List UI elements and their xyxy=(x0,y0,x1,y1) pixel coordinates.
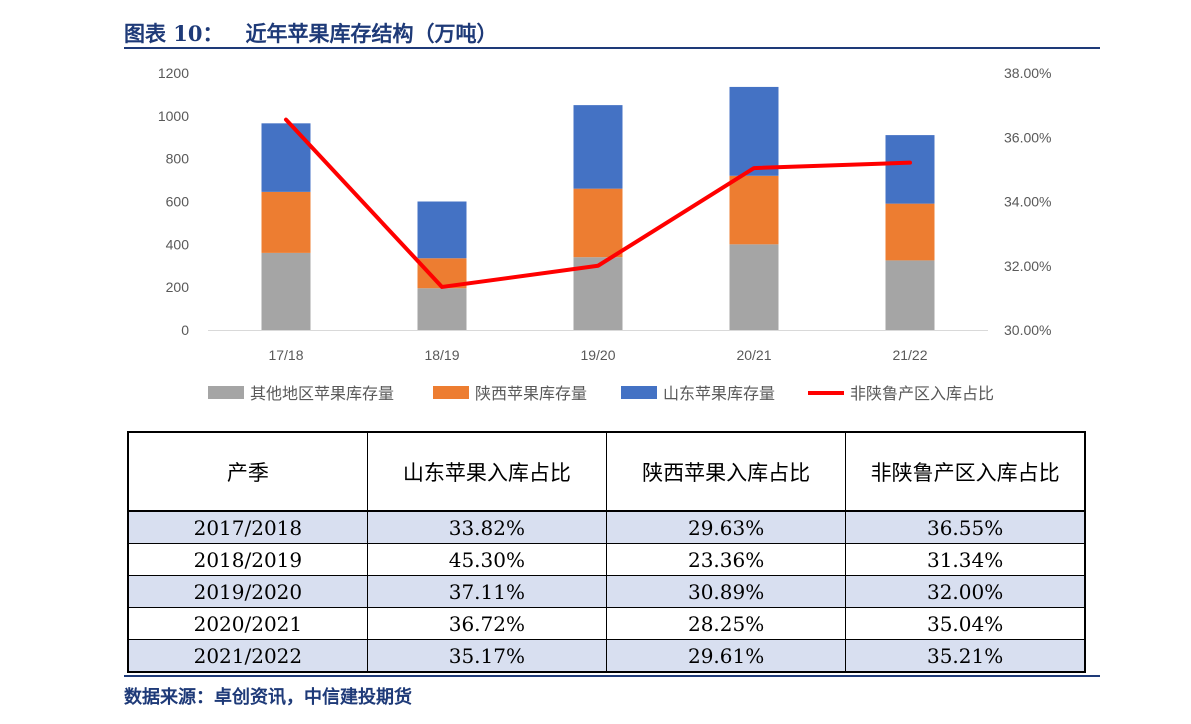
right-axis-tick-label: 36.00% xyxy=(1004,129,1051,145)
right-axis-tick-label: 32.00% xyxy=(1004,258,1051,274)
table-cell: 29.63% xyxy=(605,510,847,544)
table-row: 2018/2019 45.30% 23.36% 31.34% xyxy=(127,543,1086,576)
table-row: 2017/2018 33.82% 29.63% 36.55% xyxy=(127,510,1086,544)
table-cell: 37.11% xyxy=(366,575,608,608)
figure-title: 图表 10： 近年苹果库存结构（万吨） xyxy=(124,21,498,46)
table-cell: 36.55% xyxy=(845,510,1086,544)
legend-label: 山东苹果库存量 xyxy=(663,385,775,403)
table-cell: 2020/2021 xyxy=(127,607,368,640)
legend-swatch xyxy=(621,386,657,399)
x-axis-tick-label: 20/21 xyxy=(736,347,771,363)
source-note: 数据来源：卓创资讯，中信建投期货 xyxy=(124,687,412,708)
legend-swatch xyxy=(208,386,244,399)
table-header-row: 产季 山东苹果入库占比 陕西苹果入库占比 非陕鲁产区入库占比 xyxy=(127,431,1086,512)
bar-segment xyxy=(729,175,779,245)
left-axis-tick-label: 1000 xyxy=(158,108,189,124)
header-shandong-share: 山东苹果入库占比 xyxy=(366,431,608,512)
table-cell: 23.36% xyxy=(605,543,847,576)
right-axis-tick-label: 38.00% xyxy=(1004,65,1051,81)
left-axis-tick-label: 0 xyxy=(181,322,189,338)
table-cell: 36.72% xyxy=(366,607,608,640)
table-cell: 30.89% xyxy=(605,575,847,608)
table-cell: 2019/2020 xyxy=(127,575,368,608)
left-axis-tick-label: 800 xyxy=(166,151,190,167)
table-cell: 35.21% xyxy=(845,639,1086,673)
entry-share-table: 产季 山东苹果入库占比 陕西苹果入库占比 非陕鲁产区入库占比 2017/2018… xyxy=(127,431,1086,673)
left-axis-tick-label: 1200 xyxy=(158,65,189,81)
table-cell: 2021/2022 xyxy=(127,639,368,673)
table-cell: 29.61% xyxy=(605,639,847,673)
left-axis-tick-label: 600 xyxy=(166,194,190,210)
table-cell: 35.04% xyxy=(845,607,1086,640)
bar-segment xyxy=(885,260,935,330)
bar-segment xyxy=(573,188,623,258)
x-axis-tick-label: 17/18 xyxy=(268,347,303,363)
bar-segment xyxy=(417,288,467,330)
bar-segment xyxy=(261,252,311,330)
bar-segment xyxy=(885,203,935,261)
legend-label: 陕西苹果库存量 xyxy=(475,385,587,403)
x-axis-tick-label: 18/19 xyxy=(424,347,459,363)
table-cell: 2018/2019 xyxy=(127,543,368,576)
table-cell: 32.00% xyxy=(845,575,1086,608)
table-row: 2019/2020 37.11% 30.89% 32.00% xyxy=(127,575,1086,608)
x-axis-tick-label: 21/22 xyxy=(892,347,927,363)
bar-segment xyxy=(885,135,935,204)
source-rule xyxy=(124,675,1100,677)
title-rule xyxy=(124,47,1100,49)
bar-segment xyxy=(573,105,623,189)
right-axis-tick-label: 30.00% xyxy=(1004,322,1051,338)
header-other-share: 非陕鲁产区入库占比 xyxy=(845,431,1086,512)
right-axis-tick-label: 34.00% xyxy=(1004,194,1051,210)
left-axis-tick-label: 400 xyxy=(166,236,190,252)
table-cell: 35.17% xyxy=(366,639,608,673)
bar-segment xyxy=(729,86,779,176)
table-cell: 45.30% xyxy=(366,543,608,576)
table-cell: 2017/2018 xyxy=(127,510,368,544)
bar-segment xyxy=(729,244,779,330)
stacked-bar-line-chart: 0 200 400 600 800 1000 1200 30.00% 32.00% 34.00% 3… xyxy=(158,65,1052,403)
bar-segment xyxy=(417,201,467,259)
x-axis-tick-label: 19/20 xyxy=(580,347,615,363)
table-cell: 33.82% xyxy=(366,510,608,544)
table-cell: 31.34% xyxy=(845,543,1086,576)
legend-label: 其他地区苹果库存量 xyxy=(250,385,394,403)
legend-label: 非陕鲁产区入库占比 xyxy=(850,385,994,403)
table-row: 2020/2021 36.72% 28.25% 35.04% xyxy=(127,607,1086,640)
header-season: 产季 xyxy=(127,431,368,512)
legend-swatch xyxy=(433,386,469,399)
left-axis-tick-label: 200 xyxy=(166,279,190,295)
bar-segment xyxy=(261,191,311,253)
table-row: 2021/2022 35.17% 29.61% 35.21% xyxy=(127,639,1086,673)
table-cell: 28.25% xyxy=(605,607,847,640)
bar-segment xyxy=(261,123,311,192)
header-shaanxi-share: 陕西苹果入库占比 xyxy=(605,431,847,512)
